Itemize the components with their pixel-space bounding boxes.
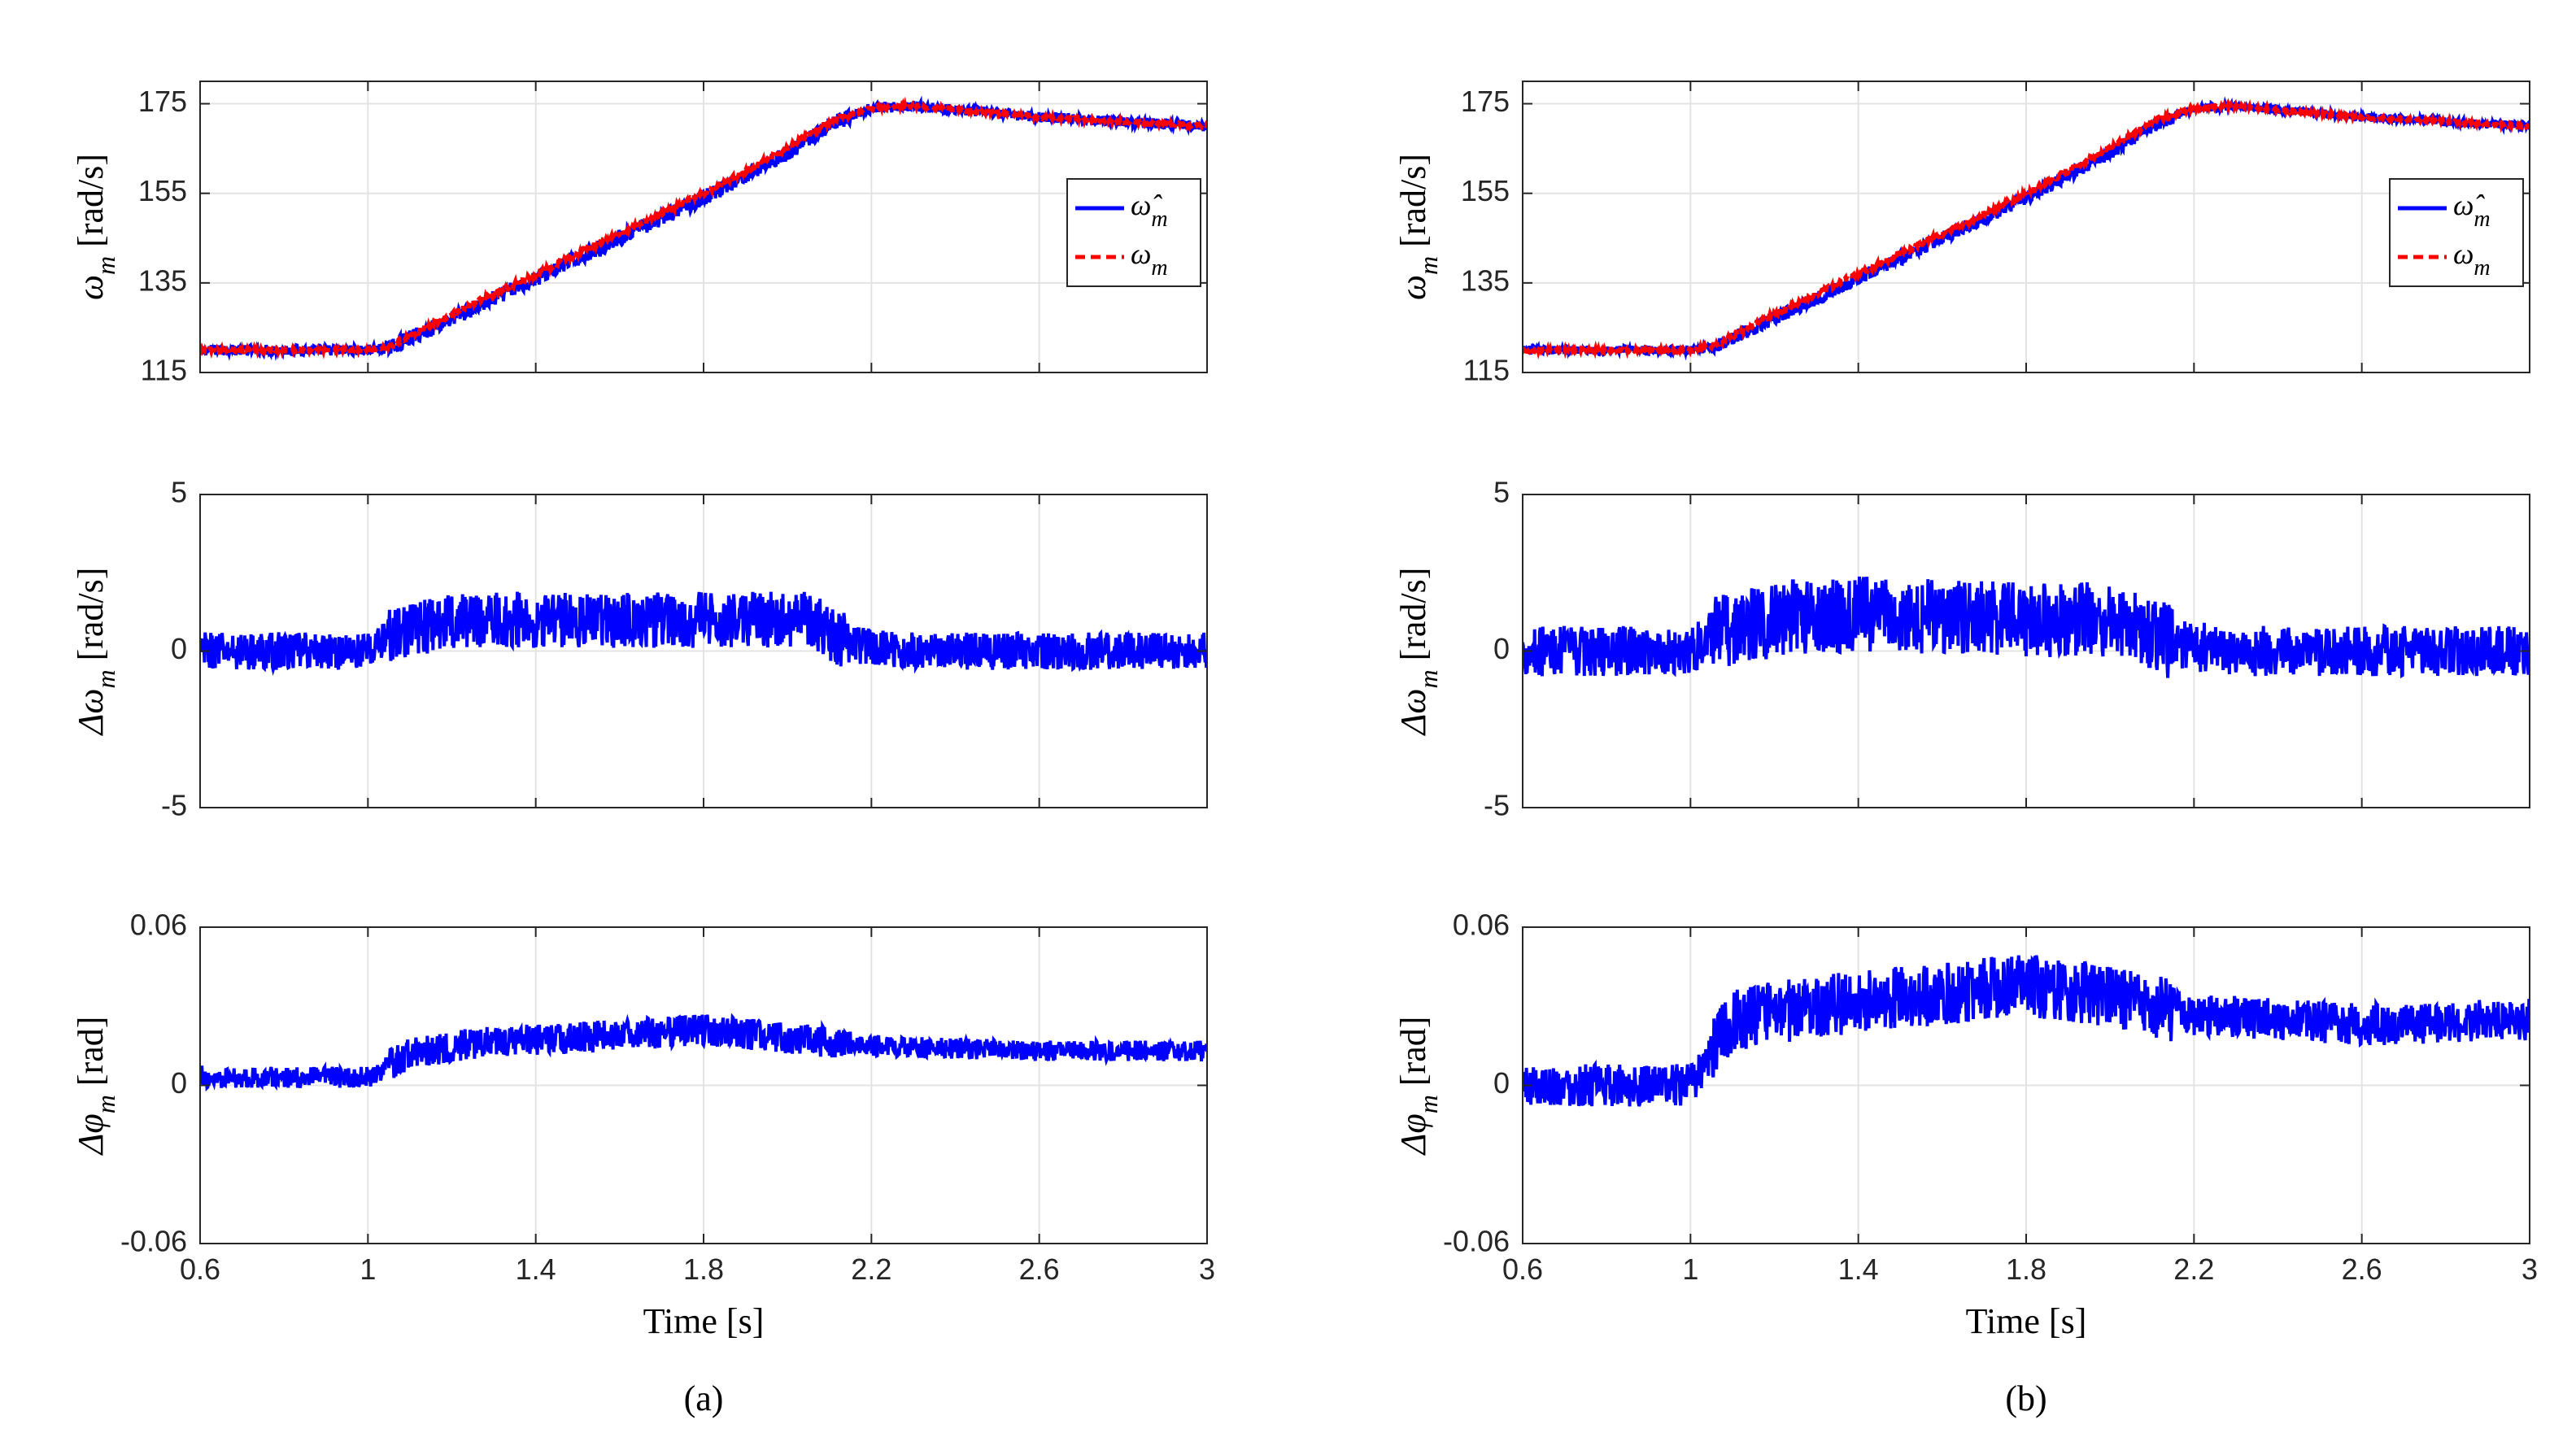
series-line	[200, 591, 1207, 677]
x-tick-label: 2.6	[1019, 1252, 1060, 1286]
y-axis-label: Δωm [rad/s]	[71, 568, 120, 737]
x-tick-label: 2.2	[2173, 1252, 2214, 1286]
y-tick-label: 115	[1463, 354, 1510, 387]
subplot-2: -5 0 5 Δωm [rad/s]	[71, 476, 1208, 822]
series-line	[1523, 955, 2530, 1107]
x-tick-label: 1.4	[1838, 1252, 1879, 1286]
y-tick-label: 135	[1461, 264, 1510, 297]
y-tick-label: 0	[1493, 632, 1510, 665]
y-tick-label: 155	[1461, 174, 1510, 207]
y-tick-label: 0.06	[130, 908, 187, 942]
y-tick-label: -5	[161, 789, 187, 822]
panel-b: 115 135 155 175 ωm [rad/s] ω̂mωm -5 0 5 Δωm [rad/…	[1393, 81, 2538, 1418]
subplot-1: 115 135 155 175 ωm [rad/s] ω̂mωm	[71, 81, 1208, 387]
series-line-actual	[200, 96, 1207, 360]
y-axis-label: Δφm [rad]	[1393, 1017, 1443, 1157]
legend: ω̂mωm	[2389, 178, 2524, 287]
y-tick-label: 155	[138, 174, 187, 207]
x-tick-label: 1.4	[516, 1252, 556, 1286]
y-tick-label: 0	[1493, 1066, 1510, 1100]
y-axis-label: ωm [rad/s]	[1393, 154, 1443, 300]
y-tick-label: 5	[171, 476, 187, 509]
y-tick-label: 0.06	[1453, 908, 1510, 942]
x-tick-label: 1	[360, 1252, 376, 1286]
legend: ω̂mωm	[1066, 178, 1201, 287]
series-line	[200, 1013, 1207, 1092]
y-tick-label: 0	[171, 632, 187, 665]
y-axis-label: Δωm [rad/s]	[1393, 568, 1443, 737]
x-tick-label: 2.6	[2342, 1252, 2382, 1286]
x-tick-label: 1	[1682, 1252, 1698, 1286]
y-tick-label: 115	[141, 354, 187, 387]
y-tick-label: -0.06	[120, 1225, 187, 1258]
legend-label: ωm	[1131, 237, 1168, 281]
series-line-actual	[1523, 98, 2530, 360]
panel-caption: (a)	[684, 1379, 724, 1418]
y-tick-label: 175	[138, 85, 187, 118]
series-line	[1523, 576, 2530, 679]
subplot-3: -0.06 0 0.06 0.6 1 1.4 1.8 2.2 2.6 3 Δφm [rad]	[1393, 908, 2538, 1286]
x-tick-label: 0.6	[180, 1252, 220, 1286]
y-tick-label: 135	[138, 264, 187, 297]
x-axis-label: Time [s]	[1966, 1301, 2087, 1341]
y-tick-label: 5	[1493, 476, 1510, 509]
x-tick-label: 1.8	[2006, 1252, 2046, 1286]
subplot-2: -5 0 5 Δωm [rad/s]	[1393, 476, 2530, 822]
y-axis-label: Δφm [rad]	[71, 1017, 120, 1157]
y-tick-label: -0.06	[1443, 1225, 1510, 1258]
x-axis-label: Time [s]	[643, 1301, 765, 1341]
panel-a: 115 135 155 175 ωm [rad/s] ω̂mωm -5 0 5 Δωm [rad/…	[71, 81, 1215, 1418]
x-tick-label: 0.6	[1502, 1252, 1543, 1286]
panel-caption: (b)	[2005, 1379, 2046, 1418]
y-tick-label: 175	[1461, 85, 1510, 118]
y-tick-label: 0	[171, 1066, 187, 1100]
y-axis-label: ωm [rad/s]	[71, 154, 120, 300]
x-tick-label: 3	[2522, 1252, 2538, 1286]
x-tick-label: 2.2	[851, 1252, 891, 1286]
x-tick-label: 3	[1199, 1252, 1215, 1286]
subplot-1: 115 135 155 175 ωm [rad/s] ω̂mωm	[1393, 81, 2530, 387]
subplot-3: -0.06 0 0.06 0.6 1 1.4 1.8 2.2 2.6 3 Δφm [rad]	[71, 908, 1215, 1286]
y-tick-label: -5	[1484, 789, 1510, 822]
legend-label: ωm	[2453, 237, 2491, 281]
x-tick-label: 1.8	[683, 1252, 724, 1286]
